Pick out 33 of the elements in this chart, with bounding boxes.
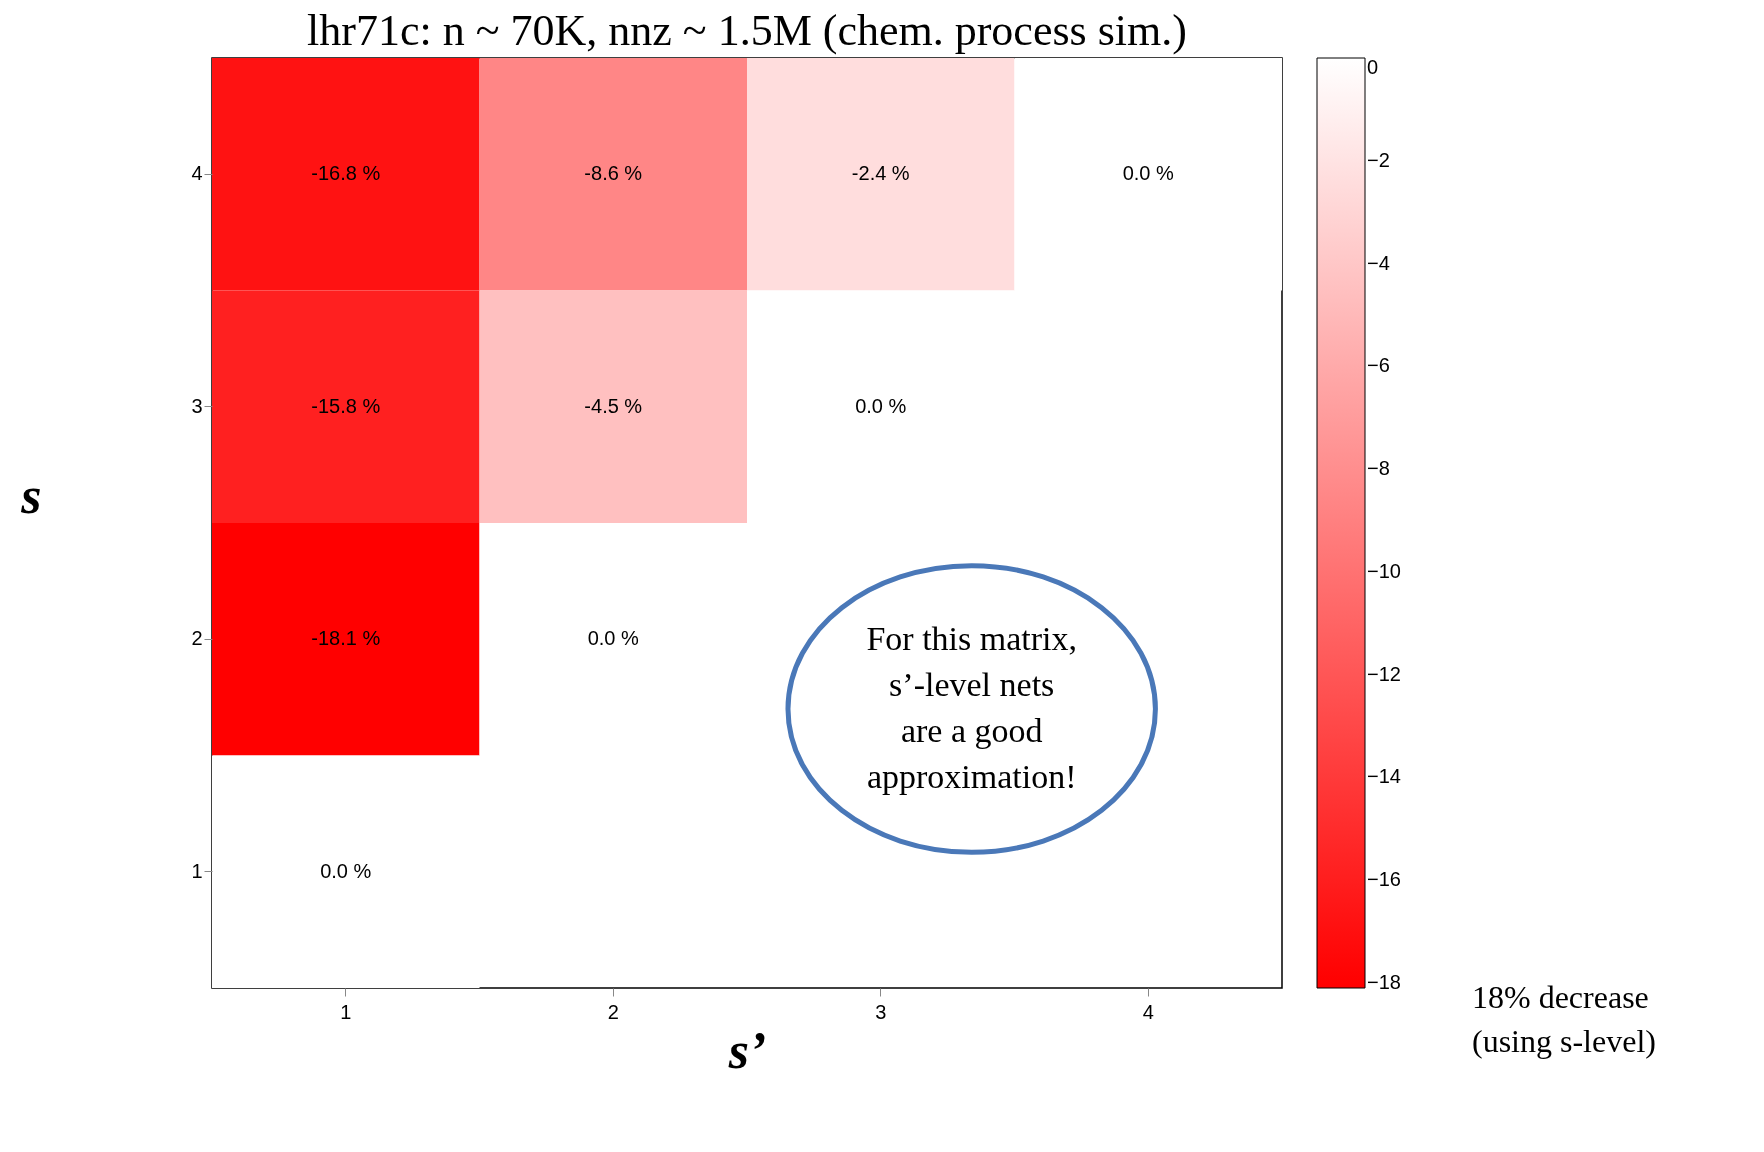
chart-title: lhr71c: n ~ 70K, nnz ~ 1.5M (chem. process sim.) (307, 6, 1187, 55)
data-label: -18.1 % (311, 627, 381, 650)
x-tick-label: 4 (1142, 1000, 1154, 1023)
color-bar-label: −16 (1367, 868, 1401, 891)
color-bar-label: −8 (1367, 457, 1390, 480)
color-bar-label: −2 (1367, 148, 1390, 171)
text: 18% decrease (using s-level) (1472, 979, 1656, 1059)
color-bar-label: −4 (1367, 251, 1390, 274)
color-bar-label: 0 (1367, 56, 1379, 78)
color-bar-label: −6 (1367, 354, 1390, 377)
data-label: -2.4 % (851, 162, 910, 185)
annotation: For this matrix, s’-level nets are a good approximation! (866, 620, 1077, 795)
y-tick-label: 3 (191, 394, 203, 417)
x-axis-title: s’ (727, 1021, 767, 1079)
x-tick-label: 1 (340, 1000, 352, 1023)
y-axis-title: s (20, 466, 42, 524)
data-label: 0.0 % (320, 859, 372, 882)
color-bar-label: −14 (1367, 765, 1401, 788)
data-label: -16.8 % (311, 162, 381, 185)
data-label: 0.0 % (1122, 162, 1175, 185)
data-label: 0.0 % (855, 394, 907, 417)
x-tick-label: 3 (875, 1000, 887, 1023)
color-bar-label: −10 (1367, 559, 1401, 582)
y-tick-label: 4 (191, 162, 203, 185)
y-tick-label: 2 (191, 627, 203, 650)
data-label: -4.5 % (584, 394, 643, 417)
data-label: -8.6 % (584, 162, 643, 185)
data-label: -15.8 % (311, 394, 381, 417)
x-tick-label: 2 (607, 1000, 619, 1023)
color-bar-label: −18 (1367, 970, 1401, 993)
color-bar-label: −12 (1367, 662, 1401, 685)
data-label: 0.0 % (587, 627, 640, 650)
y-tick-label: 1 (191, 859, 203, 882)
